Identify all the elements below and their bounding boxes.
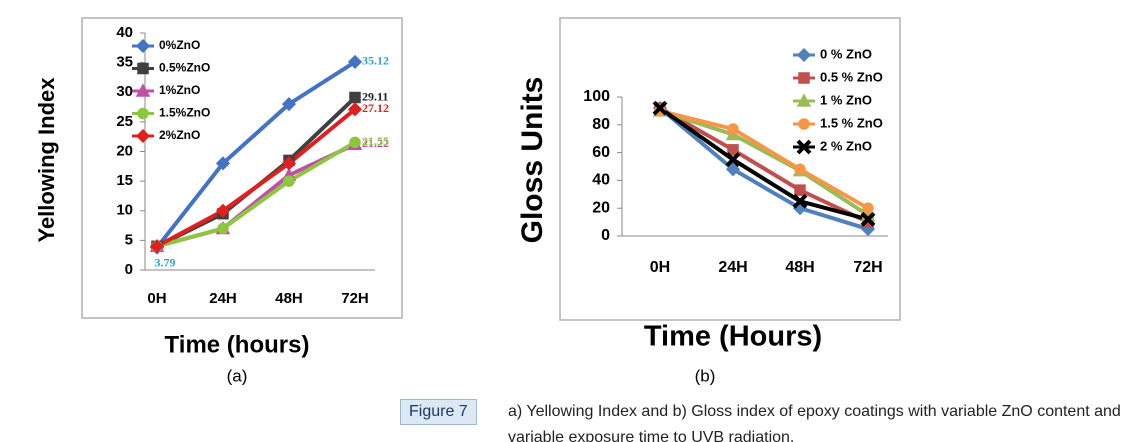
- marker: [796, 47, 812, 63]
- y-tick-label: 40: [592, 172, 610, 189]
- caption-text: a) Yellowing Index and b) Gloss index of…: [508, 403, 1121, 442]
- data-label: 3.79: [155, 255, 176, 269]
- marker: [794, 163, 806, 176]
- marker: [796, 139, 812, 155]
- marker: [215, 156, 231, 171]
- marker: [792, 193, 808, 209]
- y-tick-label: 35: [116, 54, 133, 71]
- marker: [135, 38, 151, 54]
- marker: [798, 118, 810, 130]
- y-tick-label: 100: [583, 88, 610, 105]
- marker: [137, 107, 149, 120]
- series-line: [659, 108, 869, 210]
- series-line: [155, 60, 357, 249]
- series-line: [156, 107, 357, 249]
- marker: [794, 184, 806, 196]
- legend-label: 1.5 % ZnO: [820, 115, 883, 130]
- marker: [215, 203, 231, 218]
- marker: [149, 239, 165, 254]
- y-tick-label: 80: [592, 116, 610, 133]
- x-tick-label: 0H: [147, 290, 166, 307]
- marker: [283, 175, 295, 187]
- legend-label: 1%ZnO: [159, 83, 200, 97]
- series-line: [659, 108, 870, 217]
- marker: [725, 152, 741, 167]
- legend-label: 0.5 % ZnO: [820, 69, 883, 84]
- x-tick-label: 72H: [853, 259, 882, 276]
- marker: [727, 123, 739, 135]
- y-tick-label: 25: [116, 113, 133, 130]
- marker: [349, 91, 361, 104]
- y-tick-label: 0: [125, 261, 133, 278]
- y-tick-label: 30: [116, 83, 133, 100]
- x-tick-label: 48H: [275, 290, 303, 307]
- marker: [347, 102, 363, 117]
- charts: 0 5 10 15 20 25 30 35 40 0H 24H 48H 72H Yellowing Ind…: [34, 17, 901, 385]
- y-tick-label: 15: [116, 172, 133, 189]
- marker: [727, 144, 739, 156]
- marker: [281, 97, 297, 112]
- data-label: 29.11: [362, 89, 388, 103]
- x-tick-label: 24H: [718, 259, 747, 276]
- y-tick-label: 40: [116, 24, 133, 41]
- y-axis-title: Yellowing Index: [34, 77, 59, 243]
- data-label: 21.22: [362, 136, 389, 150]
- legend-label: 2%ZnO: [159, 128, 200, 142]
- marker: [137, 62, 149, 75]
- y-tick-label: 20: [116, 142, 133, 159]
- series-line: [156, 140, 357, 249]
- marker: [347, 54, 363, 69]
- legend-label: 1.5%ZnO: [159, 106, 210, 120]
- series-line: [658, 106, 869, 231]
- chart: 0 20 40 60 80 100 0H 24H 48H 72H Gloss Units Time (…: [516, 17, 901, 385]
- marker: [798, 72, 810, 84]
- data-label: 21.55: [362, 134, 389, 148]
- x-axis-title: Time (Hours): [644, 321, 822, 353]
- marker: [281, 156, 297, 171]
- data-label: 27.12: [362, 101, 389, 115]
- x-tick-label: 72H: [341, 290, 369, 307]
- marker: [725, 162, 741, 177]
- x-tick-label: 0H: [650, 259, 670, 276]
- y-axis-title: Gloss Units: [516, 77, 549, 244]
- series-line: [659, 106, 869, 224]
- panel-label: (b): [695, 366, 716, 385]
- caption-label: Figure 7: [400, 399, 477, 425]
- marker: [217, 222, 229, 235]
- data-label: 35.12: [362, 54, 389, 68]
- marker: [135, 83, 151, 97]
- marker: [349, 136, 361, 149]
- y-tick-label: 20: [592, 199, 610, 216]
- y-tick-label: 5: [125, 231, 133, 248]
- legend-label: 1 % ZnO: [820, 92, 872, 107]
- marker: [862, 202, 874, 214]
- marker: [135, 128, 151, 144]
- x-axis-title: Time (hours): [165, 331, 310, 358]
- marker: [860, 211, 876, 227]
- y-tick-label: 60: [592, 144, 610, 161]
- series-line: [658, 106, 869, 222]
- chart: 0 5 10 15 20 25 30 35 40 0H 24H 48H 72H Yellowing Ind…: [34, 17, 403, 385]
- legend-label: 2 % ZnO: [820, 138, 872, 153]
- y-tick-label: 0: [601, 227, 610, 244]
- panel-label: (a): [227, 366, 248, 385]
- x-tick-label: 24H: [209, 290, 237, 307]
- x-tick-label: 48H: [785, 259, 814, 276]
- legend-label: 0.5%ZnO: [159, 61, 210, 75]
- legend-label: 0%ZnO: [159, 38, 200, 52]
- y-tick-label: 10: [116, 202, 133, 219]
- legend-label: 0 % ZnO: [820, 46, 872, 61]
- marker: [652, 100, 668, 116]
- marker: [796, 93, 812, 107]
